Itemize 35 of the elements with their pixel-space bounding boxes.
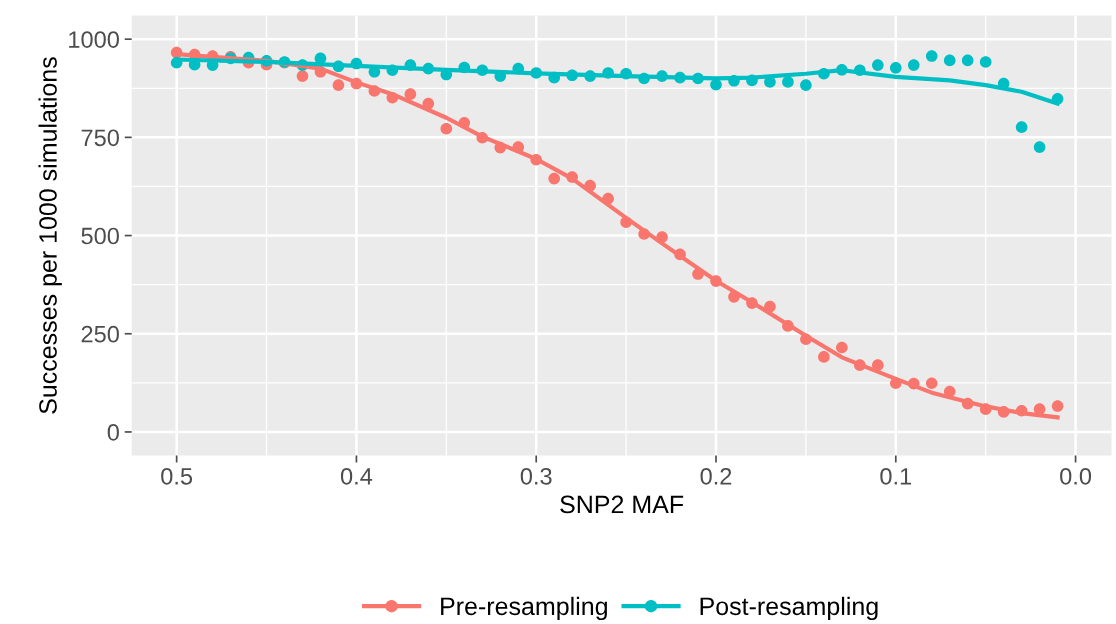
point	[782, 76, 794, 88]
y-tick-label: 0	[107, 424, 119, 441]
point	[800, 79, 812, 91]
point	[907, 59, 920, 71]
point	[296, 70, 309, 82]
point	[1015, 121, 1028, 133]
x-axis-title: SNP2 MAF	[560, 495, 684, 514]
x-tick-label: 0.2	[700, 467, 732, 485]
x-tick-label: 0.3	[520, 467, 552, 485]
point	[889, 62, 902, 74]
point	[1033, 141, 1046, 153]
point	[332, 79, 345, 91]
legend-label: Pre-resampling	[441, 596, 607, 621]
point	[925, 377, 938, 390]
y-tick-label: 500	[81, 227, 119, 245]
y-tick-label: 1000	[69, 31, 119, 48]
point	[836, 341, 848, 354]
legend-label: Post-resampling	[700, 596, 878, 621]
point	[872, 59, 884, 71]
point	[440, 122, 453, 135]
point	[818, 351, 830, 363]
y-axis-title: Successes per 1000 simulations	[38, 57, 62, 414]
y-tick-label: 750	[81, 129, 119, 147]
x-tick-label: 0.5	[161, 467, 193, 485]
point	[548, 172, 560, 185]
point	[979, 56, 992, 68]
x-tick-label: 0.1	[880, 467, 912, 485]
point	[943, 54, 956, 67]
x-tick-label: 0.4	[340, 467, 373, 485]
y-tick-label: 250	[81, 325, 119, 343]
point	[404, 88, 417, 100]
point	[1051, 400, 1064, 412]
point	[925, 50, 938, 62]
x-tick-label: 0.0	[1060, 467, 1092, 485]
point	[961, 54, 974, 67]
